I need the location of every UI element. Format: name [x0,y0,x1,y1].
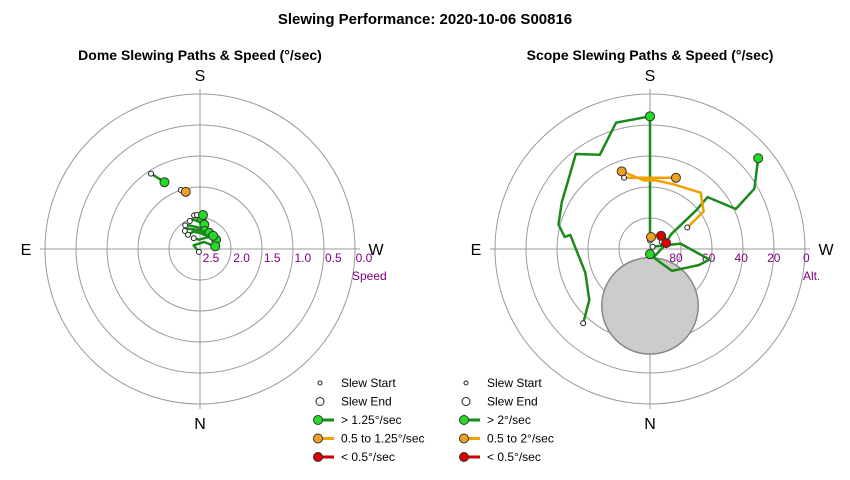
dome-paths [148,170,222,255]
legend-marker-icon [459,452,469,462]
slew-end-marker [670,172,681,183]
legend-start-icon [317,380,323,386]
radial-tick-label: 80 [669,251,683,265]
legend-marker-icon [459,415,469,425]
scope-paths [557,111,764,327]
legend-label: < 0.5°/sec [487,450,541,464]
legend-label: 0.5 to 2°/sec [487,432,554,446]
slew-start-marker [684,224,691,231]
dome-rings [40,89,360,409]
legend-label: 0.5 to 1.25°/sec [341,432,425,446]
slew-start-marker [181,227,188,234]
legend-marker-icon [313,452,323,462]
scope-chart-title: Scope Slewing Paths & Speed (°/sec) [527,47,774,63]
slew-end-marker [661,238,672,249]
scope-limit-zone [601,256,699,355]
slew-path [621,170,705,229]
slew-start-marker [195,248,202,255]
dome-compass-left: E [21,242,32,259]
slew-end-marker [208,230,219,241]
slew-end-marker [656,230,667,241]
legend-label: > 1.25°/sec [341,413,402,427]
legend-label: Slew Start [341,376,396,390]
dome-tick-labels: 2.5 2.0 1.5 1.0 0.5 0.0 [203,251,373,265]
legend-label: < 0.5°/sec [341,450,395,464]
legend-marker-icon [459,433,469,444]
legend-label: Slew Start [487,376,542,390]
slew-end-marker [645,111,655,122]
dome-legend: Slew Start Slew End > 1.25°/sec 0.5 to 1.25… [313,376,425,464]
dome-compass-bottom: N [194,416,206,433]
slew-start-marker [148,170,155,177]
radial-tick-label: 20 [767,251,781,265]
scope-polar-chart: Scope Slewing Paths & Speed (°/sec) S N … [459,47,834,464]
legend-label: > 2°/sec [487,413,531,427]
legend-start-icon [463,380,469,386]
radial-tick-label: 1.5 [264,251,281,265]
legend-end-icon [315,397,325,406]
scope-legend: Slew Start Slew End > 2°/sec 0.5 to 2°/sec <… [459,376,554,464]
scope-compass-left: E [471,242,482,259]
radial-tick-label: 1.0 [294,251,311,265]
dome-compass-top: S [195,68,206,85]
slew-end-marker [616,166,627,177]
slew-end-marker [646,231,657,242]
slew-path [192,240,216,253]
scope-axis-label: Alt. [803,269,820,283]
slew-end-marker [197,210,208,221]
slew-start-marker [190,235,197,242]
slew-start-marker [182,222,189,229]
slew-end-marker [159,177,170,188]
legend-marker-icon [313,433,323,444]
legend-marker-icon [313,415,323,425]
slew-end-marker [210,241,221,252]
dome-chart-title: Dome Slewing Paths & Speed (°/sec) [78,47,322,63]
radial-tick-label: 0.5 [325,251,342,265]
dome-axis-label: Speed [352,269,387,283]
scope-compass-right: W [818,242,834,259]
slew-start-marker [580,320,587,327]
slew-end-marker [180,186,191,197]
dome-compass-right: W [368,242,384,259]
radial-tick-label: 0.0 [356,251,373,265]
page-title: Slewing Performance: 2020-10-06 S00816 [278,11,572,28]
dome-polar-chart: Dome Slewing Paths & Speed (°/sec) S N E… [21,47,425,464]
slew-end-marker [753,153,764,164]
slew-start-marker [186,218,193,225]
legend-end-icon [461,397,471,406]
legend-label: Slew End [341,395,392,409]
slew-start-marker [185,231,192,238]
slew-end-marker [645,249,655,260]
scope-compass-bottom: N [644,416,656,433]
radial-tick-label: 2.0 [233,251,250,265]
slew-path [557,115,651,324]
slew-start-marker [649,243,656,250]
scope-tick-labels: 80 60 40 20 0 [669,251,810,265]
radial-tick-label: 40 [735,251,749,265]
radial-tick-label: 2.5 [203,251,220,265]
legend-label: Slew End [487,395,538,409]
radial-tick-label: 0 [803,251,810,265]
slew-path [649,242,711,273]
scope-compass-top: S [645,68,656,85]
